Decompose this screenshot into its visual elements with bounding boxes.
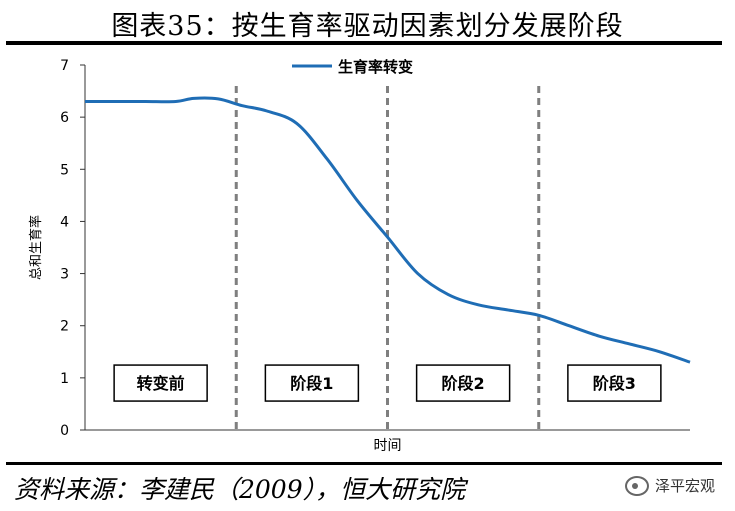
fertility-line [85,96,691,364]
chart-legend: 生育率转变 [292,58,413,76]
y-tick-label: 2 [60,319,69,335]
chart-axes: 0 1 2 3 4 5 6 7 [60,58,690,439]
figure-title: 图表35：按生育率驱动因素划分发展阶段 [111,11,624,42]
stage-boundaries [234,86,541,430]
stage-box [415,364,511,402]
y-tick-label: 5 [60,162,69,178]
y-tick-label: 4 [60,214,69,230]
watermark-text: 泽平宏观 [654,477,715,495]
source-note: 资料来源：李建民（2009），恒大研究院 [14,475,466,504]
legend-label: 生育率转变 [338,58,413,76]
y-tick-label: 7 [60,58,69,74]
stage-label: 阶段3 [593,374,636,393]
y-axis-label: 总和生育率 [28,215,44,280]
wechat-logo-icon [624,475,649,496]
y-tick-label: 3 [60,267,69,283]
y-tick-label: 0 [60,423,69,439]
top-rule [6,41,722,45]
stage-box [567,364,662,402]
y-tick-label: 6 [60,110,69,126]
stage-label: 转变前 [137,374,185,393]
x-axis-label: 时间 [374,438,402,454]
stage-box [264,364,360,402]
stage-boxes: 转变前 阶段1 阶段2 阶段3 [113,364,662,402]
stage-label: 阶段1 [290,374,333,393]
stage-label: 阶段2 [442,374,485,393]
y-tick-label: 1 [60,371,69,387]
stage-box [113,364,208,402]
bottom-rule [6,462,722,465]
watermark: 泽平宏观 [624,475,715,496]
chart-series [85,96,691,364]
